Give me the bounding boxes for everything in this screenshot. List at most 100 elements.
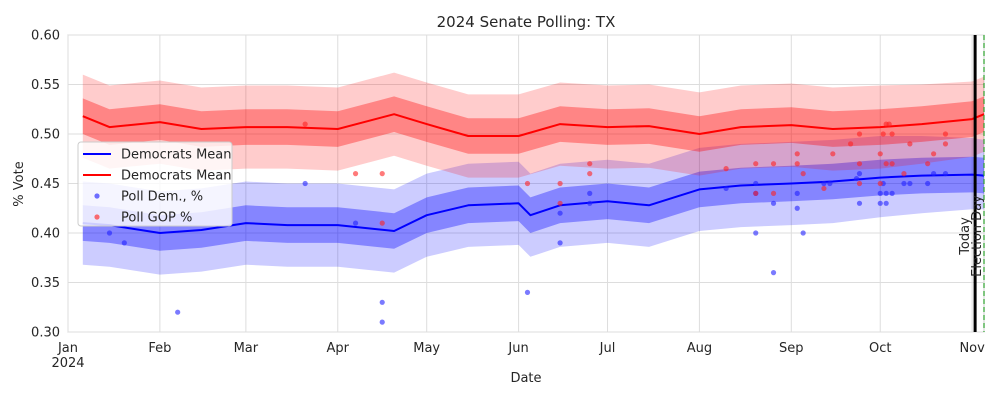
poll-dem-point <box>121 240 127 246</box>
poll-dem-point <box>770 270 777 276</box>
x-tick-label: May <box>413 341 440 356</box>
poll-dem-point <box>853 175 860 182</box>
poll-dem-point <box>925 180 931 187</box>
legend-label: Democrats Mean <box>121 169 232 184</box>
poll-dem-point <box>856 200 863 206</box>
legend-point-swatch <box>94 193 100 199</box>
poll-dem-point <box>379 319 385 325</box>
poll-gop-point <box>753 161 759 167</box>
point-layer <box>106 121 949 325</box>
legend-box <box>77 141 233 227</box>
poll-dem-point <box>942 171 949 177</box>
poll-dem-point <box>753 180 759 187</box>
poll-dem-point <box>302 180 308 187</box>
poll-gop-point <box>856 180 863 187</box>
poll-dem-point <box>931 171 937 177</box>
x-tick-label: Nov <box>959 341 985 356</box>
poll-dem-point <box>106 230 113 236</box>
dem-inner-band <box>82 156 985 251</box>
poll-gop-point <box>886 121 892 127</box>
poll-gop-point <box>821 185 827 192</box>
band-layer <box>82 72 985 275</box>
poll-dem-point <box>770 200 777 206</box>
poll-gop-point <box>379 220 385 226</box>
poll-gop-point <box>524 180 531 187</box>
poll-dem-point <box>907 180 913 187</box>
poll-dem-point <box>753 230 759 236</box>
y-tick-label: 0.40 <box>31 227 60 242</box>
poll-dem-point <box>587 190 593 196</box>
poll-gop-point <box>925 161 931 167</box>
poll-gop-point <box>557 180 563 187</box>
poll-gop-point <box>379 171 385 177</box>
x-tick-sublabel: 2024 <box>51 356 84 371</box>
poll-gop-point <box>800 171 806 177</box>
poll-dem-point <box>175 309 181 315</box>
poll-dem-point <box>352 220 359 226</box>
dem-outer-band <box>82 136 985 275</box>
poll-gop-point <box>794 161 800 167</box>
y-tick-label: 0.55 <box>31 78 60 93</box>
poll-dem-point <box>794 190 800 196</box>
poll-dem-point <box>723 185 729 192</box>
poll-dem-point <box>901 180 907 187</box>
legend: Democrats Mean Democrats Mean Poll Dem., %… <box>77 141 233 227</box>
y-tick-label: 0.35 <box>31 276 60 291</box>
y-tick-label: 0.60 <box>31 29 60 44</box>
election-day-label: Election Day <box>970 195 985 277</box>
poll-dem-point <box>883 200 889 206</box>
poll-gop-point <box>856 131 863 137</box>
poll-dem-point <box>524 289 531 295</box>
poll-gop-point <box>889 161 895 167</box>
y-tick-label: 0.50 <box>31 128 60 143</box>
x-axis-label: Date <box>510 371 541 386</box>
poll-gop-point <box>587 161 593 167</box>
x-tick-label: Sep <box>779 341 804 356</box>
poll-gop-point <box>883 161 889 167</box>
legend-label: Poll Dem., % <box>121 190 203 205</box>
poll-gop-point <box>587 171 593 177</box>
poll-gop-point <box>557 200 563 206</box>
x-tick-label: Jan <box>57 341 78 356</box>
x-tick-label: Aug <box>687 341 712 356</box>
gop-mean-line <box>82 113 985 137</box>
legend-label: Poll GOP % <box>121 211 192 226</box>
poll-dem-point <box>379 299 385 305</box>
poll-gop-point <box>877 180 883 187</box>
x-tick-label: Apr <box>327 341 350 356</box>
legend-label: Democrats Mean <box>121 148 232 163</box>
poll-dem-point <box>794 205 800 211</box>
y-tick-label: 0.30 <box>31 326 60 341</box>
poll-dem-point <box>883 190 889 196</box>
poll-gop-point <box>901 171 907 177</box>
poll-gop-point <box>942 141 949 147</box>
poll-gop-point <box>942 131 949 137</box>
poll-gop-point <box>877 151 883 157</box>
poll-gop-point <box>302 121 308 127</box>
poll-dem-point <box>889 190 895 196</box>
gop-outer-band <box>82 72 985 178</box>
poll-dem-point <box>587 200 593 206</box>
poll-dem-point <box>877 200 883 206</box>
x-tick-label: Jun <box>507 341 528 356</box>
y-axis-label: % Vote <box>12 161 27 206</box>
poll-gop-point <box>723 166 729 172</box>
poll-gop-point <box>889 131 895 137</box>
poll-gop-point <box>907 141 913 147</box>
legend-point-swatch <box>94 214 100 220</box>
poll-dem-point <box>800 230 806 236</box>
poll-dem-point <box>856 171 863 177</box>
poll-gop-point <box>770 161 777 167</box>
poll-gop-point <box>352 171 359 177</box>
x-tick-label: Mar <box>234 341 259 356</box>
poll-gop-point <box>830 151 836 157</box>
poll-gop-point <box>848 141 854 147</box>
poll-gop-point <box>856 161 863 167</box>
x-tick-label: Jul <box>599 341 616 356</box>
poll-dem-point <box>877 190 883 196</box>
poll-gop-point <box>753 190 759 196</box>
chart-title: 2024 Senate Polling: TX <box>437 13 616 31</box>
